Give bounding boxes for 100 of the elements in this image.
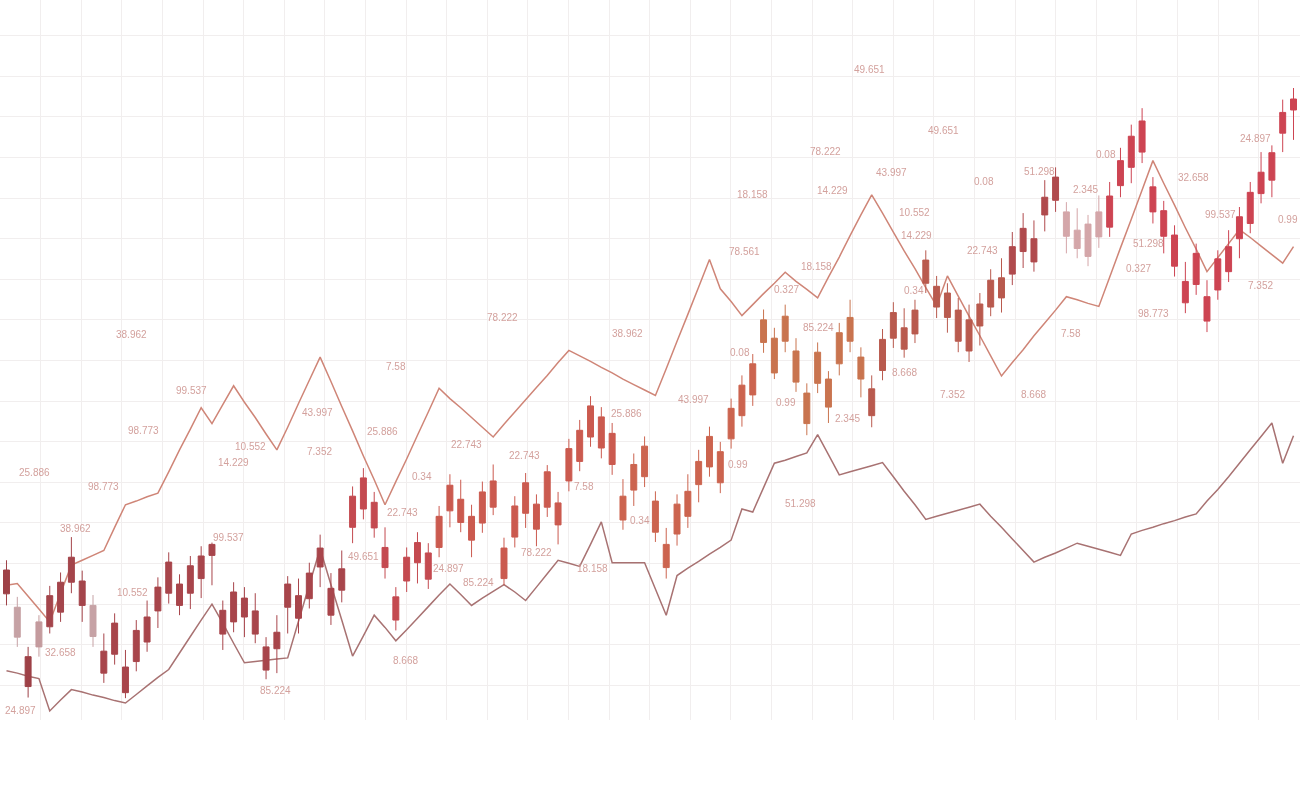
candlestick: [230, 581, 238, 633]
annotation: 0.34: [904, 285, 924, 296]
candlestick: [565, 438, 573, 492]
candlestick: [273, 614, 281, 674]
annotation: 38.962: [60, 523, 92, 534]
candlestick: [706, 426, 713, 478]
candlestick: [630, 452, 638, 507]
candlestick: [857, 346, 865, 398]
candlestick: [1214, 249, 1222, 301]
candlestick: [338, 550, 346, 603]
annotation: 85.224: [803, 322, 835, 333]
candlestick: [381, 526, 389, 580]
annotation: 2.345: [835, 413, 861, 424]
candlestick: [35, 614, 43, 658]
annotation: 25.886: [611, 408, 643, 419]
candlestick: [1192, 243, 1200, 296]
annotation: 10.552: [235, 441, 267, 452]
annotation: 99.537: [213, 532, 245, 543]
candlestick: [219, 600, 227, 651]
candlestick: [1225, 229, 1233, 283]
candlestick: [295, 578, 302, 634]
text: 24.897: [5, 705, 37, 716]
candlestick: [392, 586, 400, 631]
annotation: 22.743: [509, 450, 541, 461]
candlestick: [240, 586, 248, 638]
candlestick: [1019, 212, 1027, 269]
candlestick: [251, 592, 259, 644]
annotation: 7.352: [307, 446, 333, 457]
annotation: 22.743: [967, 245, 999, 256]
candlestick: [284, 575, 292, 634]
annotation: 78.222: [521, 547, 553, 558]
candlestick: [403, 546, 411, 593]
candlestick: [587, 395, 594, 448]
annotation: 78.222: [810, 146, 842, 157]
annotation: 10.552: [117, 587, 149, 598]
candlestick: [446, 473, 454, 528]
annotation: 18.158: [577, 563, 609, 574]
annotation: 8.668: [892, 367, 918, 378]
candlestick: [1279, 99, 1287, 153]
annotation: 85.224: [463, 577, 495, 588]
annotation: 51.298: [785, 498, 817, 509]
candlestick: [24, 646, 32, 699]
annotation: 99.537: [176, 385, 208, 396]
annotation: 0.99: [728, 459, 748, 470]
candlestick: [1203, 279, 1211, 333]
candlestick: [1084, 214, 1092, 267]
annotation: 0.34: [412, 471, 432, 482]
candlestick: [597, 406, 605, 459]
candlestick: [78, 570, 86, 623]
annotation: 78.561: [729, 246, 761, 257]
candlestick: [165, 551, 173, 605]
candlestick: [1268, 144, 1276, 198]
annotation: 24.897: [433, 563, 465, 574]
candlestick: [922, 249, 930, 294]
candlestick: [316, 534, 324, 588]
annotation: 22.743: [451, 439, 483, 450]
candlestick: [716, 441, 724, 494]
annotation: 99.537: [1205, 209, 1237, 220]
candlestick: [1116, 147, 1124, 198]
annotation: 10.552: [899, 207, 931, 218]
annotation: 38.962: [116, 329, 148, 340]
annotation: 0.08: [1096, 149, 1116, 160]
annotation: 14.229: [817, 185, 849, 196]
annotation: 0.99: [1278, 214, 1298, 225]
candlestick: [143, 600, 151, 653]
candlestick: [57, 571, 65, 623]
candlestick: [1095, 194, 1103, 249]
candlestick: [100, 632, 108, 684]
candlestick: [792, 337, 800, 393]
candlestick: [1246, 181, 1254, 234]
candlestick: [111, 612, 119, 666]
candlestick: [835, 322, 843, 376]
candlestick: [46, 585, 54, 634]
candlestick: [868, 374, 876, 428]
annotation: 8.668: [1021, 389, 1047, 400]
candlestick: [186, 555, 194, 610]
annotation: 7.58: [574, 481, 594, 492]
annotation: 7.352: [1248, 280, 1274, 291]
candlestick: [1290, 87, 1297, 141]
candlestick: [349, 485, 357, 544]
candlestick: [89, 594, 97, 648]
annotation: 0.08: [974, 176, 994, 187]
candlestick: [176, 573, 184, 616]
candlestick: [824, 370, 832, 424]
candlestick: [1052, 166, 1060, 213]
candlestick: [662, 527, 670, 580]
candlestick: [1041, 179, 1049, 232]
candlestick: [359, 467, 367, 520]
candlestick: [803, 382, 811, 436]
candlestick: [987, 268, 995, 317]
candlestick: [1149, 176, 1157, 224]
annotation: 51.298: [1024, 166, 1056, 177]
candlestick: [781, 304, 789, 353]
candlestick: [760, 309, 768, 354]
candlestick: [749, 353, 757, 407]
candlestick: [121, 649, 129, 699]
candlestick: [1062, 201, 1070, 254]
candlestick: [651, 490, 659, 543]
candlestick: [489, 463, 497, 516]
candlestick: [1008, 231, 1016, 286]
